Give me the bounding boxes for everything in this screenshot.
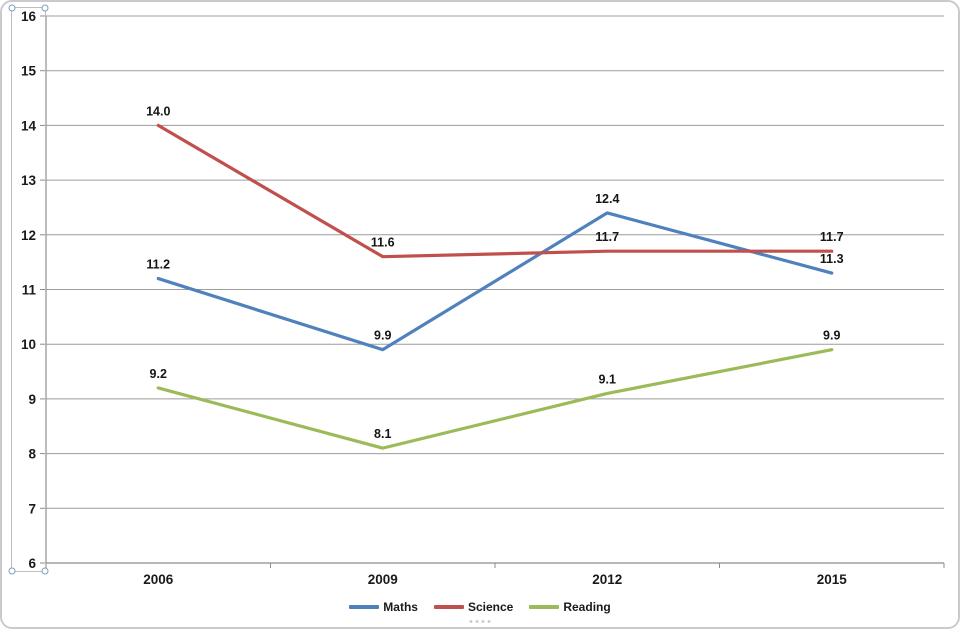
y-axis-tick-label: 11 bbox=[22, 283, 37, 298]
x-axis-category-label: 2006 bbox=[143, 572, 174, 587]
data-label-maths: 9.9 bbox=[374, 329, 391, 343]
x-axis-category-label: 2012 bbox=[592, 572, 622, 587]
legend-swatch-maths bbox=[349, 605, 380, 609]
resize-grip-bottom[interactable] bbox=[469, 620, 491, 623]
data-label-reading: 9.9 bbox=[823, 329, 840, 343]
data-label-science: 11.7 bbox=[820, 230, 844, 244]
data-label-reading: 9.1 bbox=[599, 372, 616, 386]
legend-label: Maths bbox=[383, 600, 418, 614]
y-axis-tick-label: 9 bbox=[28, 392, 36, 407]
legend-item-reading[interactable]: Reading bbox=[529, 600, 611, 614]
chart-legend: Maths Science Reading bbox=[2, 597, 958, 617]
legend-swatch-science bbox=[433, 605, 464, 609]
data-label-maths: 11.3 bbox=[820, 252, 844, 266]
legend-label: Reading bbox=[563, 600, 611, 614]
legend-item-science[interactable]: Science bbox=[433, 600, 514, 614]
data-label-science: 11.6 bbox=[371, 236, 395, 250]
series-line-maths[interactable] bbox=[156, 211, 834, 352]
x-axis-category-label: 2009 bbox=[368, 572, 398, 587]
legend-item-maths[interactable]: Maths bbox=[349, 600, 418, 614]
y-axis-tick-label: 10 bbox=[21, 337, 36, 352]
y-axis-tick-label: 16 bbox=[21, 9, 37, 24]
y-axis-tick-label: 6 bbox=[28, 556, 36, 571]
data-label-maths: 11.2 bbox=[146, 258, 170, 272]
y-axis-tick-label: 15 bbox=[21, 64, 37, 79]
data-label-maths: 12.4 bbox=[595, 192, 619, 206]
series-line-science[interactable] bbox=[156, 123, 834, 259]
y-axis-tick-label: 14 bbox=[21, 118, 37, 133]
x-axis-category-label: 2015 bbox=[817, 572, 848, 587]
y-axis-tick-label: 12 bbox=[21, 228, 36, 243]
series-line-reading[interactable] bbox=[156, 348, 834, 450]
y-axis-tick-label: 8 bbox=[28, 447, 36, 462]
data-label-science: 11.7 bbox=[595, 230, 619, 244]
data-label-reading: 9.2 bbox=[150, 367, 167, 381]
y-axis-tick-label: 7 bbox=[28, 501, 36, 516]
legend-label: Science bbox=[467, 600, 514, 614]
data-label-reading: 8.1 bbox=[374, 427, 391, 441]
data-label-science: 14.0 bbox=[146, 104, 170, 118]
legend-swatch-reading bbox=[529, 605, 560, 609]
y-axis-tick-label: 13 bbox=[21, 173, 37, 188]
